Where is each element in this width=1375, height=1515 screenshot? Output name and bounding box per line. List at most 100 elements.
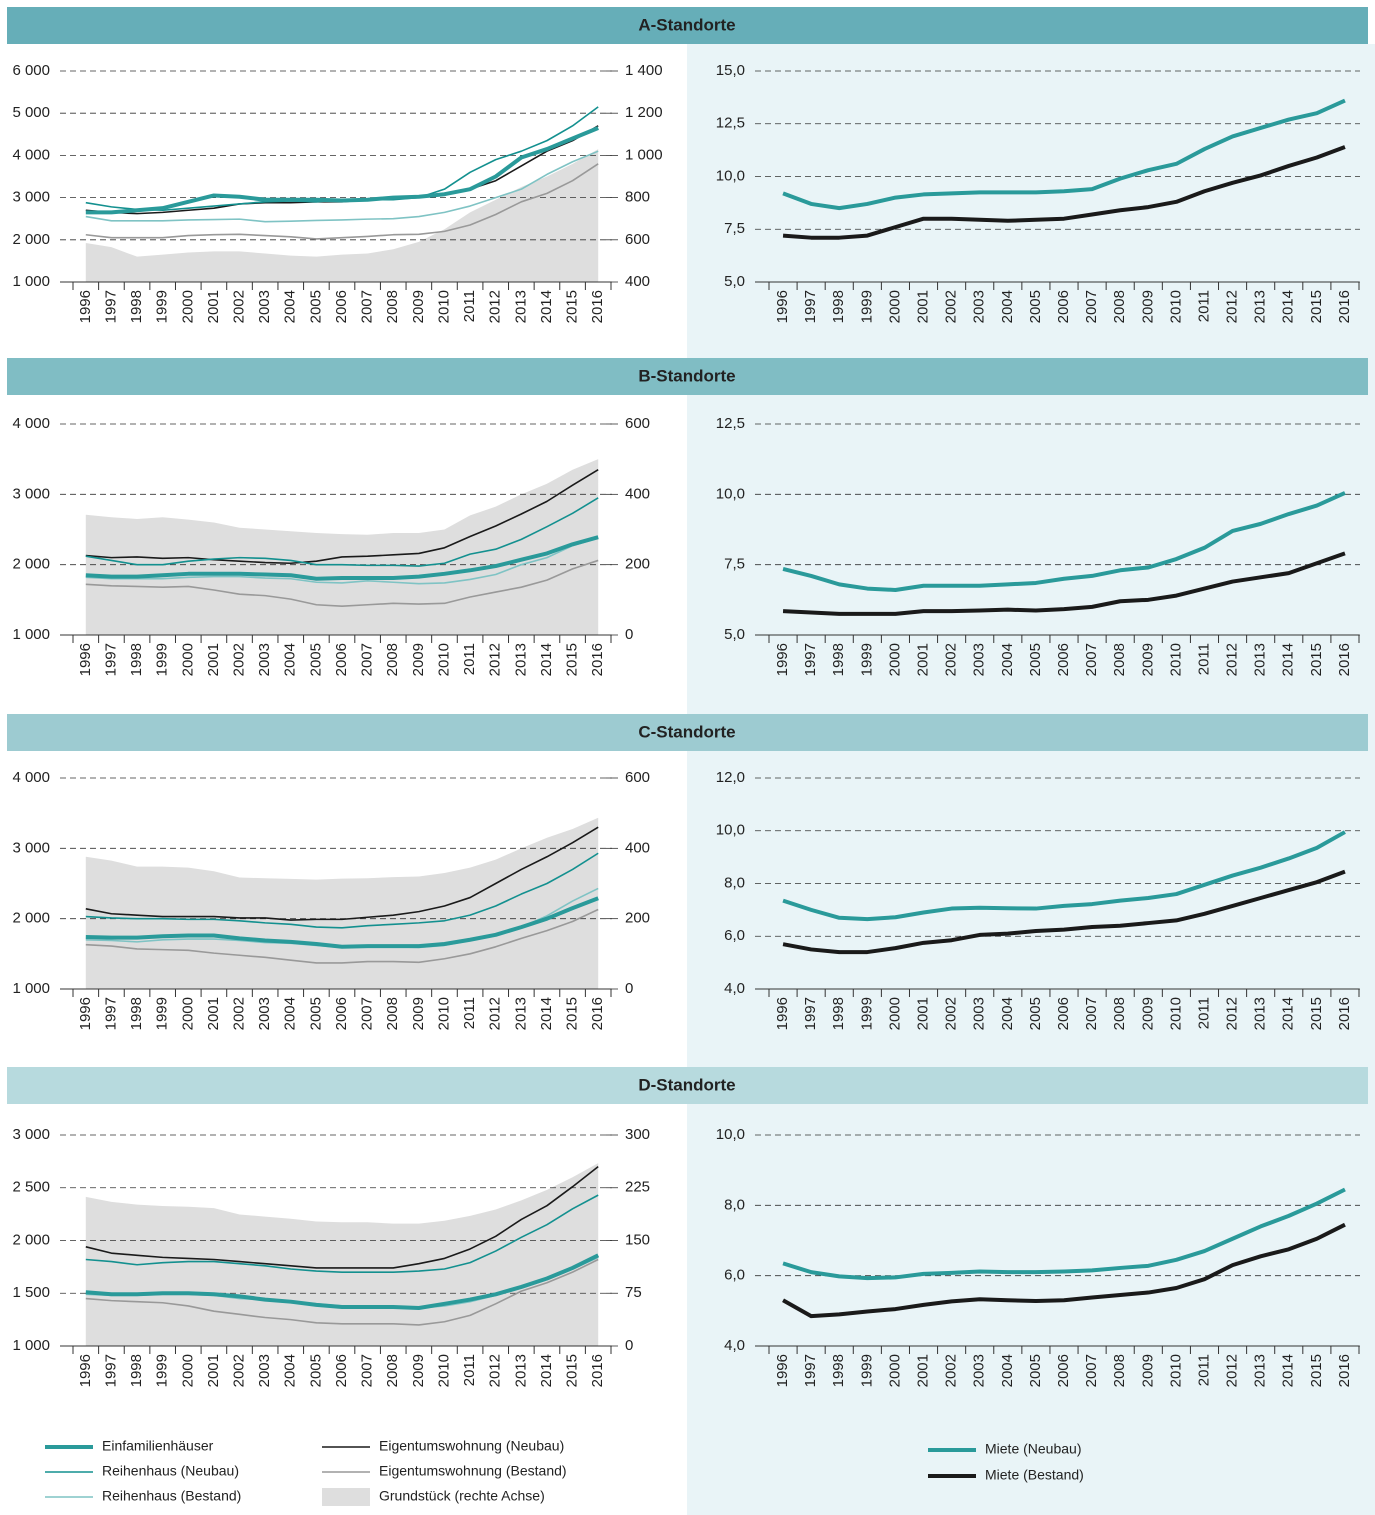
- x-tick-label: 1999: [858, 643, 875, 676]
- y2-tick-label: 400: [625, 273, 650, 290]
- x-tick-label: 1996: [774, 290, 791, 323]
- x-tick-label: 2015: [564, 643, 581, 676]
- y-tick-label: 1 000: [12, 980, 50, 997]
- x-tick-label: 2007: [1083, 997, 1100, 1030]
- x-tick-label: 2014: [538, 643, 555, 676]
- section-title: A-Standorte: [638, 15, 735, 34]
- x-tick-label: 2009: [1139, 997, 1156, 1030]
- x-tick-label: 2005: [1027, 1354, 1044, 1387]
- y-tick-label: 10,0: [716, 822, 745, 839]
- x-tick-label: 2003: [256, 290, 273, 323]
- x-tick-label: 2000: [179, 290, 196, 323]
- x-tick-label: 2006: [1055, 290, 1072, 323]
- x-tick-label: 2003: [256, 643, 273, 676]
- legend-swatch: [322, 1488, 370, 1506]
- x-tick-label: 2016: [589, 997, 606, 1030]
- x-tick-label: 2005: [307, 290, 324, 323]
- legend-label: Eigentumswohnung (Bestand): [379, 1463, 567, 1479]
- legend-label: Einfamilienhäuser: [102, 1438, 214, 1454]
- x-tick-label: 2002: [230, 1354, 247, 1387]
- y-tick-label: 6 000: [12, 62, 50, 79]
- x-tick-label: 1997: [802, 997, 819, 1030]
- area: [85, 817, 599, 989]
- x-tick-label: 2013: [1252, 643, 1269, 676]
- y-tick-label: 5,0: [724, 626, 745, 643]
- x-tick-label: 2007: [359, 1354, 376, 1387]
- x-tick-label: 2003: [971, 643, 988, 676]
- y-tick-label: 12,0: [716, 769, 745, 786]
- y2-tick-label: 300: [625, 1126, 650, 1143]
- y2-tick-label: 150: [625, 1231, 650, 1248]
- x-tick-label: 2011: [1195, 643, 1212, 675]
- x-tick-label: 2014: [538, 290, 555, 323]
- x-tick-label: 2013: [1252, 997, 1269, 1030]
- x-tick-label: 1999: [858, 997, 875, 1030]
- x-tick-label: 2006: [333, 290, 350, 323]
- line: [85, 150, 599, 223]
- x-tick-label: 1998: [128, 643, 145, 676]
- x-tick-label: 2009: [1139, 290, 1156, 323]
- x-tick-label: 2010: [435, 643, 452, 676]
- x-tick-label: 1999: [858, 1354, 875, 1387]
- x-tick-label: 2008: [1111, 290, 1128, 323]
- line: [85, 826, 599, 921]
- y-tick-label: 4,0: [724, 1337, 745, 1354]
- x-tick-label: 2003: [971, 290, 988, 323]
- section-header: [7, 714, 1368, 751]
- y2-tick-label: 600: [625, 769, 650, 786]
- line: [85, 908, 599, 964]
- x-tick-label: 2001: [205, 290, 222, 323]
- x-tick-label: 2013: [512, 290, 529, 323]
- x-tick-label: 2000: [886, 290, 903, 323]
- x-tick-label: 2006: [1055, 643, 1072, 676]
- x-tick-label: 2011: [461, 1354, 478, 1386]
- y2-tick-label: 600: [625, 415, 650, 432]
- line: [85, 469, 599, 565]
- legend-label: Reihenhaus (Bestand): [102, 1488, 241, 1504]
- x-tick-label: 2013: [512, 1354, 529, 1387]
- y-tick-label: 3 000: [12, 839, 50, 856]
- line: [85, 497, 599, 567]
- x-tick-label: 1997: [102, 1354, 119, 1387]
- y-tick-label: 7,5: [724, 556, 745, 573]
- x-tick-label: 1996: [774, 1354, 791, 1387]
- x-tick-label: 2005: [1027, 290, 1044, 323]
- x-tick-label: 2013: [1252, 1354, 1269, 1387]
- x-tick-label: 2016: [1336, 997, 1353, 1030]
- x-tick-label: 2004: [999, 1354, 1016, 1387]
- x-tick-label: 2007: [1083, 1354, 1100, 1387]
- y2-tick-label: 200: [625, 910, 650, 927]
- x-tick-label: 2002: [230, 290, 247, 323]
- x-tick-label: 2016: [589, 1354, 606, 1387]
- x-tick-label: 2010: [1167, 290, 1184, 323]
- x-tick-label: 2011: [1195, 997, 1212, 1029]
- y2-tick-label: 1 400: [625, 62, 663, 79]
- x-tick-label: 2015: [1308, 643, 1325, 676]
- x-tick-label: 2008: [384, 1354, 401, 1387]
- line: [85, 1166, 599, 1269]
- y-tick-label: 2 000: [12, 910, 50, 927]
- x-tick-label: 2015: [564, 1354, 581, 1387]
- y-tick-label: 3 000: [12, 485, 50, 502]
- x-tick-label: 1996: [77, 290, 94, 323]
- x-tick-label: 2008: [1111, 643, 1128, 676]
- x-tick-label: 2012: [1224, 997, 1241, 1030]
- x-tick-label: 1998: [830, 643, 847, 676]
- y2-tick-label: 200: [625, 556, 650, 573]
- x-tick-label: 2011: [461, 997, 478, 1029]
- x-tick-label: 2001: [914, 1354, 931, 1387]
- area: [85, 149, 599, 282]
- x-tick-label: 2003: [971, 997, 988, 1030]
- x-tick-label: 2002: [943, 290, 960, 323]
- x-tick-label: 2002: [230, 643, 247, 676]
- x-tick-label: 1998: [128, 1354, 145, 1387]
- x-tick-label: 2009: [1139, 1354, 1156, 1387]
- area: [85, 459, 599, 635]
- x-tick-label: 2007: [359, 290, 376, 323]
- x-tick-label: 2008: [384, 643, 401, 676]
- line: [85, 535, 599, 581]
- x-tick-label: 1997: [102, 290, 119, 323]
- x-tick-label: 1999: [154, 997, 171, 1030]
- legend-label: Miete (Bestand): [985, 1467, 1084, 1483]
- x-tick-label: 2011: [461, 290, 478, 322]
